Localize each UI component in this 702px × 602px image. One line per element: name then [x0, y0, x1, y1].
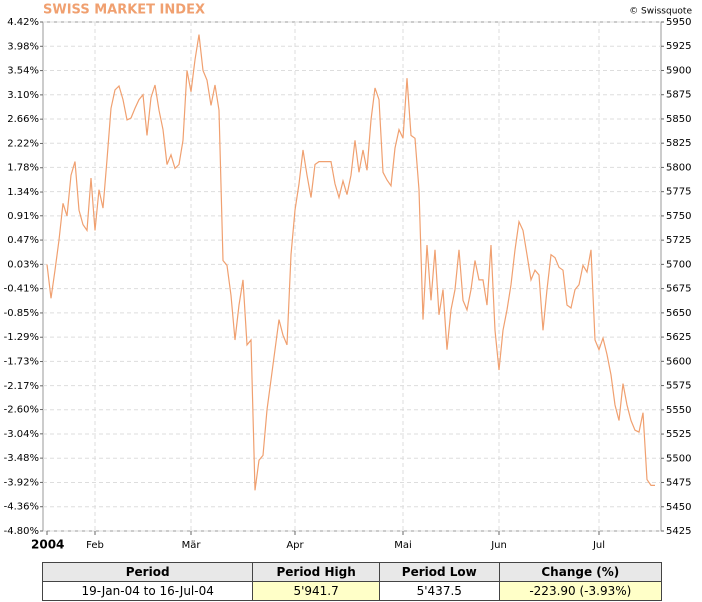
y2-tick-label: -3.48%: [4, 453, 39, 464]
header-cell: Period High: [252, 562, 380, 582]
y-tick-label: 5900: [666, 65, 691, 76]
y-tick-label: 5950: [666, 17, 691, 28]
header-cell: Change (%): [498, 562, 663, 582]
x-tick-label: Mär: [182, 540, 202, 551]
y-tick-label: 5525: [666, 429, 691, 440]
y2-tick-label: 2.22%: [7, 138, 39, 149]
y-tick-label: 5800: [666, 162, 691, 173]
y2-tick-label: 0.03%: [7, 259, 39, 270]
y2-tick-label: -4.80%: [4, 526, 39, 537]
y2-tick-label: -1.73%: [4, 357, 39, 368]
y2-tick-label: -2.60%: [4, 405, 39, 416]
y-tick-label: 5725: [666, 235, 691, 246]
y-tick-label: 5500: [666, 453, 691, 464]
y-tick-label: 5550: [666, 405, 691, 416]
y2-tick-label: 0.47%: [7, 235, 39, 246]
y-tick-label: 5825: [666, 138, 691, 149]
y2-tick-label: 1.78%: [7, 163, 39, 174]
y2-tick-label: -4.36%: [4, 502, 39, 513]
y-tick-label: 5775: [666, 187, 691, 198]
x-tick-label: Jul: [592, 540, 605, 551]
header-row: Period Period High Period Low Change (%): [41, 562, 663, 582]
y2-tick-label: -3.04%: [4, 429, 39, 440]
y2-tick-label: -2.17%: [4, 381, 39, 392]
y-tick-label: 5875: [666, 90, 691, 101]
summary-table: Period Period High Period Low Change (%)…: [41, 562, 663, 601]
header-cell: Period Low: [378, 562, 500, 582]
y-tick-label: 5675: [666, 284, 691, 295]
y2-tick-label: -0.41%: [4, 284, 39, 295]
y2-tick-label: -3.92%: [4, 477, 39, 488]
header-cell: Period: [41, 562, 254, 582]
y-tick-label: 5450: [666, 502, 691, 513]
y2-tick-label: -1.29%: [4, 332, 39, 343]
cell: 5'437.5: [378, 581, 500, 601]
y2-tick-label: 3.10%: [7, 90, 39, 101]
y-tick-label: 5625: [666, 332, 691, 343]
cell: 19-Jan-04 to 16-Jul-04: [41, 581, 254, 601]
x-tick-label: Apr: [286, 540, 304, 551]
y-tick-label: 5925: [666, 41, 691, 52]
y-tick-label: 5475: [666, 478, 691, 489]
y-tick-label: 5650: [666, 308, 691, 319]
cell: 5'941.7: [252, 581, 380, 601]
y-tick-label: 5425: [666, 526, 691, 537]
cell: -223.90 (-3.93%): [498, 581, 663, 601]
y2-tick-label: 1.34%: [7, 187, 39, 198]
y2-tick-label: 3.54%: [7, 66, 39, 77]
y-tick-label: 5700: [666, 259, 691, 270]
y2-tick-label: 3.98%: [7, 41, 39, 52]
y2-tick-label: 2.66%: [7, 114, 39, 125]
plot-frame: [42, 21, 662, 532]
chart-title: SWISS MARKET INDEX: [43, 3, 205, 18]
data-row: 19-Jan-04 to 16-Jul-04 5'941.7 5'437.5 -…: [41, 581, 663, 601]
x-tick-label: 2004: [31, 538, 64, 552]
y-tick-label: 5575: [666, 381, 691, 392]
chart: SWISS MARKET INDEX © Swissquote 5425 5450…: [4, 3, 693, 552]
y2-tick-label: -0.85%: [4, 308, 39, 319]
y-tick-label: 5750: [666, 211, 691, 222]
y2-tick-label: 4.42%: [7, 17, 39, 28]
line-series: [46, 34, 655, 491]
x-tick-label: Jun: [490, 540, 507, 551]
x-tick-label: Mai: [394, 540, 412, 551]
credit: © Swissquote: [629, 7, 692, 17]
y2-tick-label: 0.91%: [7, 211, 39, 222]
y-tick-label: 5600: [666, 356, 691, 367]
x-tick-label: Feb: [86, 540, 104, 551]
y-tick-label: 5850: [666, 114, 691, 125]
